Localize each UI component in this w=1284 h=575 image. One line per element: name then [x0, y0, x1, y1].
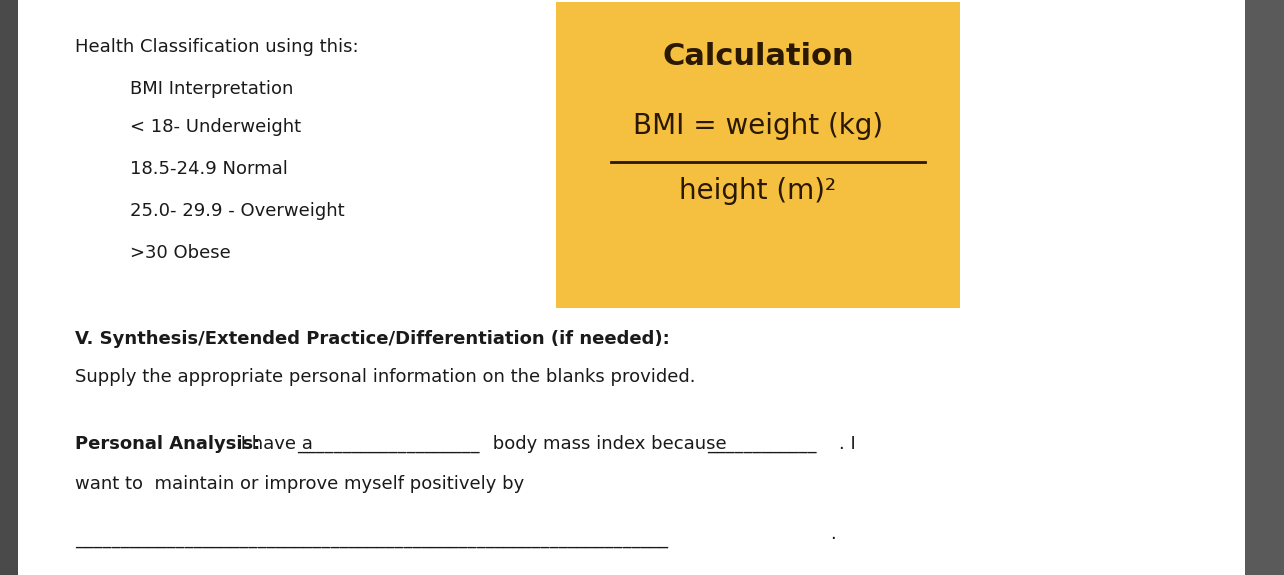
Text: BMI Interpretation: BMI Interpretation — [130, 80, 293, 98]
Text: BMI = weight (kg): BMI = weight (kg) — [633, 112, 883, 140]
Text: ____________________: ____________________ — [297, 435, 479, 453]
Text: . I: . I — [838, 435, 855, 453]
Text: >30 Obese: >30 Obese — [130, 244, 231, 262]
Bar — [0, 0, 18, 575]
Text: _________________________________________________________________: ________________________________________… — [74, 530, 668, 548]
Text: ____________: ____________ — [707, 435, 817, 453]
Text: height (m)²: height (m)² — [679, 177, 837, 205]
Text: V. Synthesis/Extended Practice/Differentiation (if needed):: V. Synthesis/Extended Practice/Different… — [74, 330, 670, 348]
Text: 25.0- 29.9 - Overweight: 25.0- 29.9 - Overweight — [130, 202, 344, 220]
Text: want to  maintain or improve myself positively by: want to maintain or improve myself posit… — [74, 475, 524, 493]
Text: body mass index because: body mass index because — [487, 435, 727, 453]
Bar — [1245, 0, 1284, 575]
Text: Health Classification using this:: Health Classification using this: — [74, 38, 358, 56]
Text: I have a: I have a — [235, 435, 318, 453]
Text: Calculation: Calculation — [663, 42, 854, 71]
Text: 18.5-24.9 Normal: 18.5-24.9 Normal — [130, 160, 288, 178]
Text: Supply the appropriate personal information on the blanks provided.: Supply the appropriate personal informat… — [74, 368, 696, 386]
Text: ·: · — [829, 530, 836, 548]
Text: < 18- Underweight: < 18- Underweight — [130, 118, 302, 136]
Text: Personal Analysis:: Personal Analysis: — [74, 435, 261, 453]
Bar — [556, 2, 960, 308]
